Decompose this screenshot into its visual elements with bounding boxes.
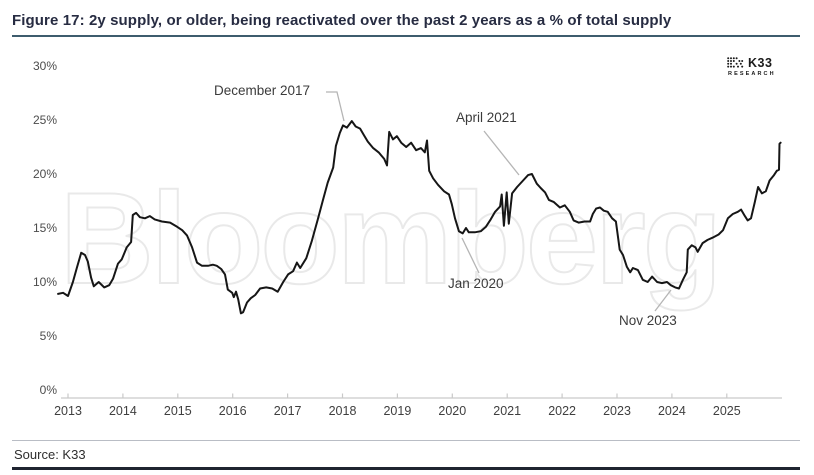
y-axis-label: 10% [32, 275, 57, 289]
x-axis-label: 2018 [328, 404, 357, 418]
x-axis-label: 2020 [438, 404, 467, 418]
y-axis-label: 5% [39, 329, 57, 343]
x-axis-label: 2022 [548, 404, 576, 418]
annotation-label: Nov 2023 [619, 313, 677, 328]
source-divider-line [12, 440, 800, 441]
x-axis-label: 2025 [712, 404, 741, 418]
y-axis-label: 25% [32, 113, 57, 127]
annotation-pointer-lines [326, 91, 672, 312]
k33-dot-matrix-icon [727, 57, 744, 68]
x-axis-label: 2013 [54, 404, 82, 418]
annotation-label: December 2017 [214, 83, 311, 98]
k33-logo-subtext: RESEARCH [728, 71, 776, 77]
y-axis-label: 15% [32, 221, 57, 235]
y-axis-label: 0% [39, 383, 57, 397]
annotation-pointer [654, 289, 672, 312]
y-axis-label: 30% [32, 59, 57, 73]
x-axis-label: 2017 [273, 404, 302, 418]
annotation-pointer [326, 91, 345, 122]
x-axis-label: 2016 [218, 404, 247, 418]
annotation-label: Jan 2020 [448, 276, 504, 291]
source-text: Source: K33 [14, 447, 86, 462]
k33-research-logo: K33 RESEARCH [727, 56, 776, 77]
annotation-label: April 2021 [456, 110, 517, 125]
x-axis-label: 2024 [657, 404, 686, 418]
title-underline [12, 35, 800, 37]
y-axis-label: 20% [32, 167, 57, 181]
x-axis-label: 2015 [163, 404, 192, 418]
bottom-border-line [12, 467, 800, 470]
x-axis [61, 393, 782, 399]
figure-title: Figure 17: 2y supply, or older, being re… [12, 12, 672, 29]
annotation-pointer [483, 130, 520, 176]
annotation-pointer [461, 237, 480, 274]
x-axis-label: 2023 [603, 404, 631, 418]
k33-logo-text: K33 [748, 56, 773, 70]
supply-reactivated-line [57, 120, 782, 315]
x-axis-label: 2021 [493, 404, 522, 418]
x-axis-label: 2014 [108, 404, 137, 418]
x-axis-label: 2019 [383, 404, 412, 418]
